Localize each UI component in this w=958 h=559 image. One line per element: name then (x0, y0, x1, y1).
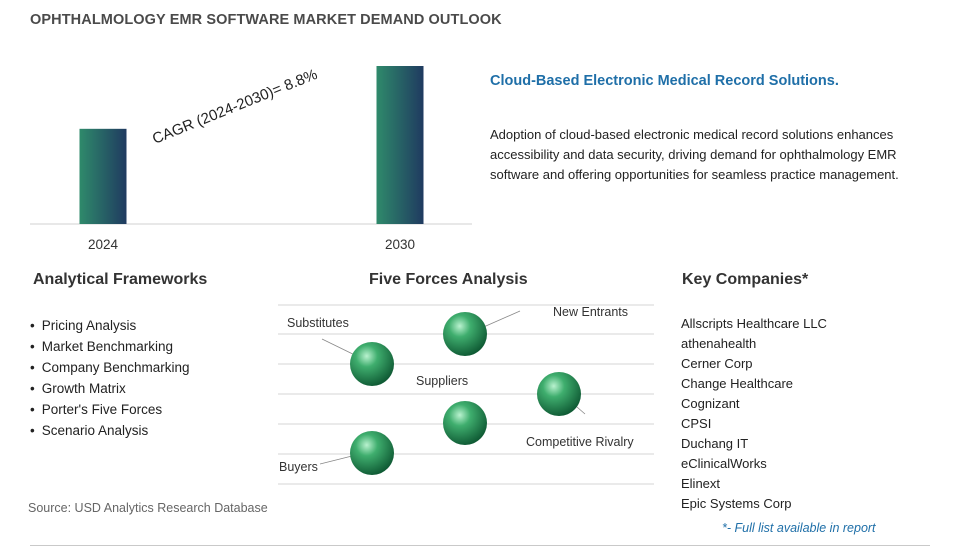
new-entrants-label: New Entrants (553, 305, 629, 319)
list-item: Market Benchmarking (30, 336, 190, 357)
suppliers-label: Suppliers (416, 374, 469, 388)
insight-body: Adoption of cloud-based electronic medic… (490, 127, 899, 182)
list-item: Change Healthcare (681, 376, 794, 391)
list-item: Pricing Analysis (30, 315, 190, 336)
new-entrants-sphere (443, 312, 487, 356)
list-item: Elinext (681, 476, 721, 491)
list-item: CPSI (681, 416, 712, 431)
competitive-rivalry-sphere (537, 372, 581, 416)
bar-2030 (376, 66, 424, 224)
list-item: Porter's Five Forces (30, 399, 190, 420)
x-tick-label: 2030 (385, 237, 415, 252)
bar-chart: 2024 2030 (30, 66, 472, 252)
list-item: Scenario Analysis (30, 420, 190, 441)
analytical-frameworks-heading: Analytical Frameworks (33, 271, 208, 288)
competitive-rivalry-label: Competitive Rivalry (526, 435, 634, 449)
substitutes-sphere (350, 342, 394, 386)
list-item: Duchang IT (681, 436, 749, 451)
source-note: Source: USD Analytics Research Database (28, 501, 268, 515)
suppliers-sphere (443, 401, 487, 445)
list-item: Growth Matrix (30, 378, 190, 399)
key-companies-heading: Key Companies* (682, 271, 809, 288)
list-item: Company Benchmarking (30, 357, 190, 378)
page-title: OPHTHALMOLOGY EMR SOFTWARE MARKET DEMAND… (30, 12, 502, 28)
list-item: Epic Systems Corp (681, 496, 792, 511)
analytical-frameworks-list: Pricing Analysis Market Benchmarking Com… (30, 315, 190, 441)
list-item: eClinicalWorks (681, 456, 767, 471)
substitutes-label: Substitutes (287, 316, 349, 330)
key-companies-list: Allscripts Healthcare LLC athenahealth C… (681, 314, 827, 514)
list-item: athenahealth (681, 336, 757, 351)
list-item: Cognizant (681, 396, 740, 411)
full-list-note: *- Full list available in report (722, 521, 876, 535)
insight-title: Cloud-Based Electronic Medical Record So… (490, 73, 839, 89)
five-forces-heading: Five Forces Analysis (369, 271, 528, 288)
bar-2024 (79, 128, 127, 224)
bottom-divider (30, 545, 930, 546)
buyers-label: Buyers (279, 460, 318, 474)
list-item: Cerner Corp (681, 356, 753, 371)
list-item: Allscripts Healthcare LLC (681, 316, 827, 331)
buyers-sphere (350, 431, 394, 475)
x-tick-label: 2024 (88, 237, 119, 252)
